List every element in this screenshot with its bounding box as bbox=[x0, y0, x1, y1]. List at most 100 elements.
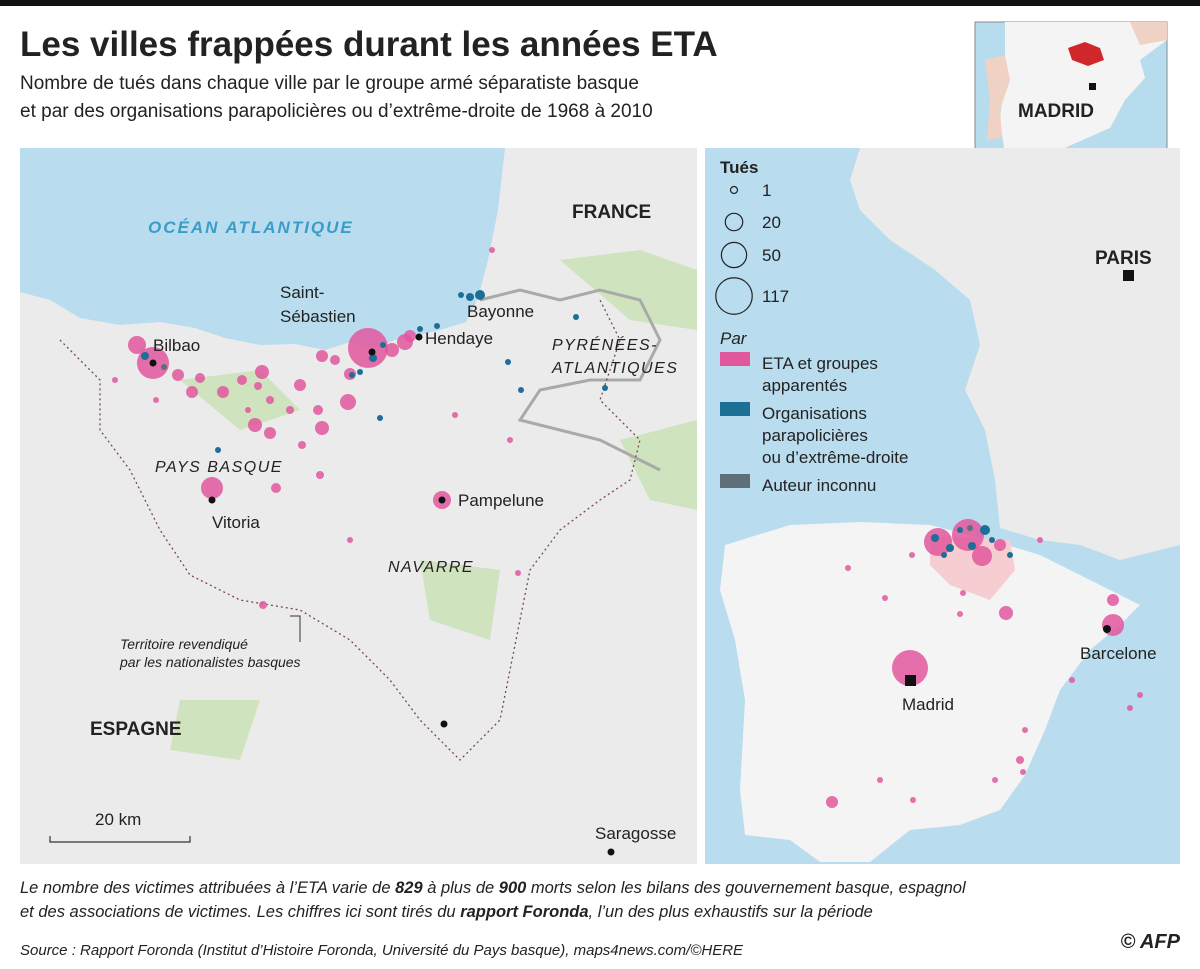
bubble bbox=[458, 292, 464, 298]
bubble bbox=[404, 330, 416, 342]
forest bbox=[180, 370, 300, 430]
region-label: PYRÉNÉES- bbox=[552, 335, 658, 354]
city-dot bbox=[368, 348, 376, 356]
footnote-part: 829 bbox=[395, 879, 423, 897]
spain bbox=[720, 522, 1140, 862]
city-label: Madrid bbox=[902, 695, 954, 714]
forest bbox=[420, 560, 500, 640]
bubble bbox=[999, 606, 1013, 620]
bubble bbox=[380, 342, 386, 348]
bubble bbox=[515, 570, 521, 576]
city-dots bbox=[149, 333, 615, 856]
bubble bbox=[1107, 594, 1119, 606]
forests bbox=[170, 250, 697, 760]
bubble bbox=[254, 382, 262, 390]
city-label: Bilbao bbox=[153, 336, 200, 355]
bubble bbox=[434, 323, 440, 329]
bubble bbox=[141, 352, 149, 360]
bubble bbox=[1037, 537, 1043, 543]
bubble bbox=[153, 397, 159, 403]
city-dot bbox=[415, 333, 423, 341]
footnote-part: à plus de bbox=[423, 879, 499, 897]
bubble bbox=[989, 537, 995, 543]
country-label: ESPAGNE bbox=[90, 719, 182, 740]
inset-spain bbox=[1000, 22, 1167, 155]
legend-size-circle bbox=[724, 212, 744, 232]
legend-label: parapolicières bbox=[762, 426, 868, 445]
bubble bbox=[946, 544, 954, 552]
note-leader bbox=[290, 615, 301, 642]
bubble bbox=[266, 396, 274, 404]
legend-label: apparentés bbox=[762, 376, 847, 395]
bubble bbox=[1102, 614, 1124, 636]
bubble bbox=[245, 407, 251, 413]
inset-label: MADRID bbox=[1018, 101, 1094, 122]
legend-size-circle bbox=[729, 185, 739, 195]
bubble bbox=[186, 386, 198, 398]
bubble bbox=[286, 406, 294, 414]
city-dot bbox=[607, 848, 615, 856]
region-label: PAYS BASQUE bbox=[155, 459, 283, 476]
border bbox=[479, 288, 662, 472]
bubble bbox=[349, 372, 355, 378]
bubble bbox=[845, 565, 851, 571]
bubble bbox=[417, 326, 423, 332]
legend-label: ETA et groupes bbox=[762, 354, 878, 373]
legend-swatch bbox=[720, 402, 750, 416]
footnote-part: morts selon les bilans des gouvernement … bbox=[526, 879, 967, 897]
bubble bbox=[1022, 727, 1028, 733]
bubble bbox=[340, 394, 356, 410]
bubble bbox=[452, 412, 458, 418]
bubble bbox=[957, 611, 963, 617]
inset-basque bbox=[1068, 42, 1104, 66]
region-label: ATLANTIQUES bbox=[551, 360, 678, 377]
title: Les villes frappées durant les années ET… bbox=[20, 25, 718, 64]
bubble bbox=[877, 777, 883, 783]
bubble bbox=[507, 437, 513, 443]
bubble bbox=[1020, 769, 1026, 775]
city-label: Sébastien bbox=[280, 307, 356, 326]
scale-label: 20 km bbox=[95, 810, 141, 829]
bubble bbox=[128, 336, 146, 354]
right-map: PARIS Madrid Barcelone Tués Par 1 20 50 117… bbox=[705, 148, 1180, 864]
bubble bbox=[1137, 692, 1143, 698]
legend-size-label: 1 bbox=[762, 181, 771, 200]
subtitle: et par des organisations parapolicières … bbox=[20, 101, 653, 122]
bubble bbox=[271, 483, 281, 493]
forest bbox=[560, 250, 697, 330]
bubble bbox=[161, 364, 167, 370]
legend-size-circle bbox=[715, 277, 753, 315]
legend-size-label: 20 bbox=[762, 213, 781, 232]
bubble bbox=[215, 447, 221, 453]
bubble bbox=[957, 527, 963, 533]
bubble bbox=[992, 777, 998, 783]
bubble bbox=[475, 290, 485, 300]
footnote-part: et des associations de victimes. Les chi… bbox=[20, 903, 460, 921]
city-dot bbox=[440, 720, 448, 728]
bubble bbox=[264, 427, 276, 439]
bubble bbox=[294, 379, 306, 391]
bubble bbox=[330, 355, 340, 365]
legend-size-circle bbox=[720, 241, 748, 269]
bubble bbox=[892, 650, 928, 686]
city-label: Barcelone bbox=[1080, 644, 1157, 663]
bubble bbox=[255, 365, 269, 379]
legend-size-label: 50 bbox=[762, 246, 781, 265]
city-dot bbox=[208, 496, 216, 504]
city-marker bbox=[1123, 270, 1134, 281]
bubble bbox=[377, 415, 383, 421]
bubble bbox=[248, 418, 262, 432]
footnote: et des associations de victimes. Les chi… bbox=[20, 903, 873, 921]
inset-map: MADRID bbox=[974, 21, 1168, 163]
city-label: Bayonne bbox=[467, 302, 534, 321]
bubble bbox=[348, 328, 388, 368]
bubble bbox=[910, 797, 916, 803]
country-label: FRANCE bbox=[572, 202, 651, 223]
bubbles bbox=[112, 247, 608, 609]
region-label: NAVARRE bbox=[388, 559, 474, 576]
legend-title: Tués bbox=[720, 158, 758, 177]
bubble bbox=[1127, 705, 1133, 711]
bubble bbox=[882, 595, 888, 601]
